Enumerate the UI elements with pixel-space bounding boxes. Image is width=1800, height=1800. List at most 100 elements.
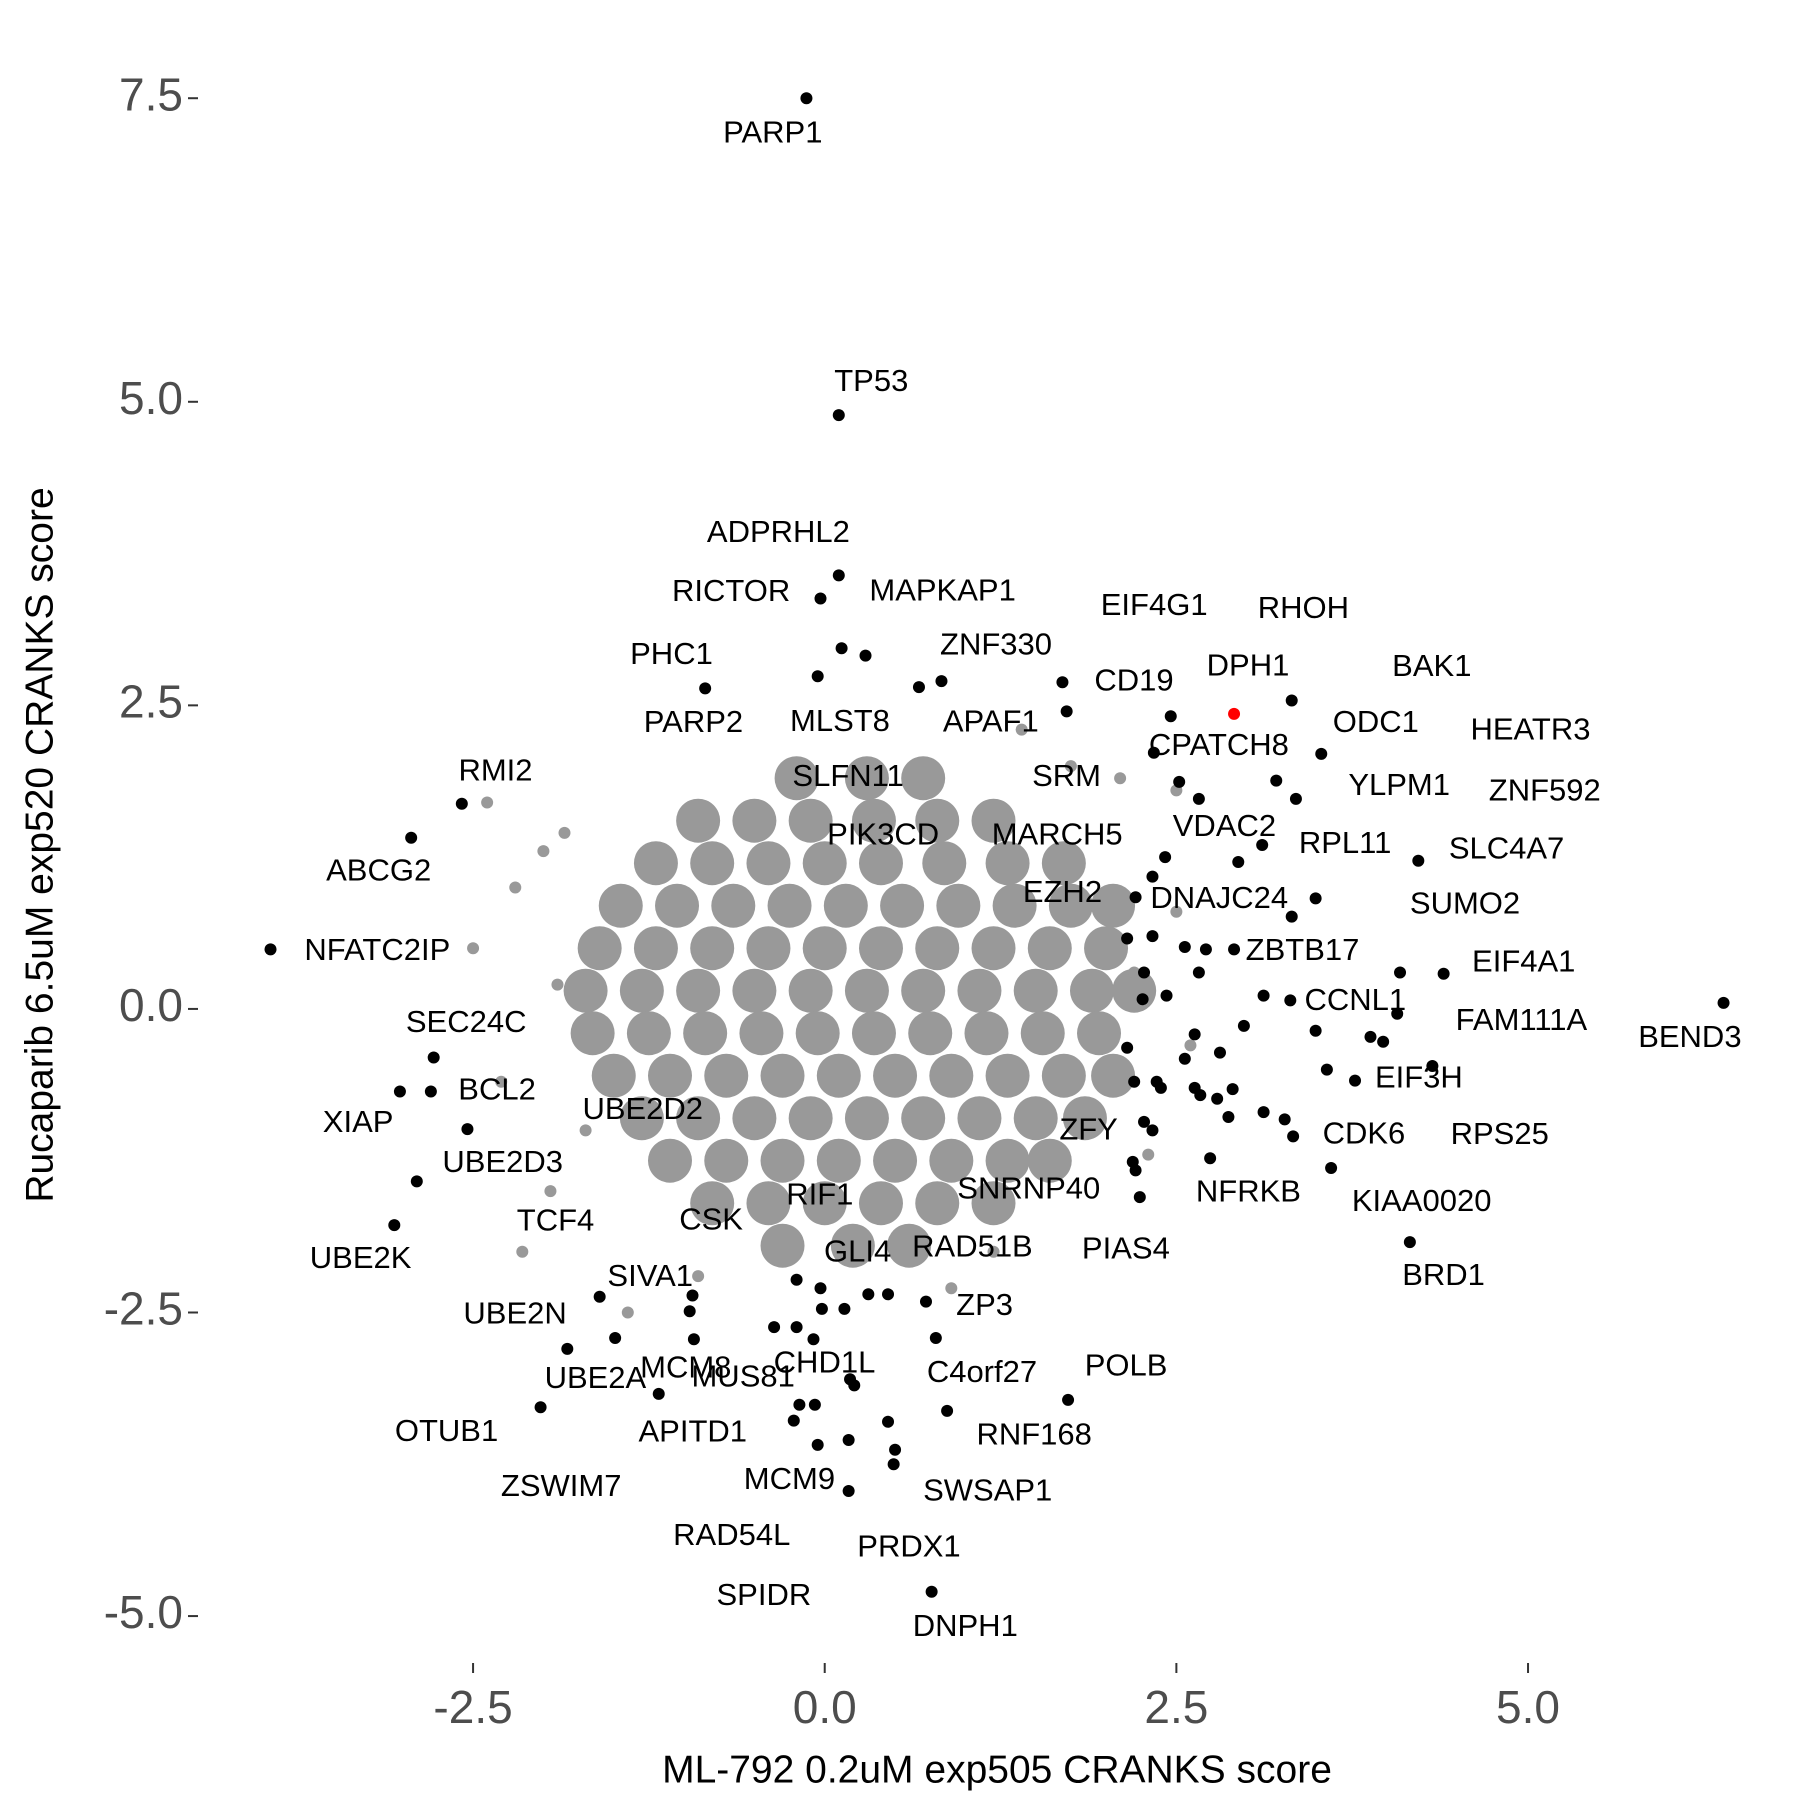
point-label: APITD1 [639, 1414, 748, 1449]
point-label: CD19 [1094, 663, 1173, 698]
point [1178, 941, 1191, 953]
point-label: CPATCH8 [1149, 727, 1289, 762]
point-label: ADPRHL2 [707, 514, 850, 549]
point [626, 1011, 671, 1056]
point [830, 1223, 875, 1268]
point [1020, 1011, 1065, 1056]
point [1041, 1053, 1086, 1098]
point [1426, 1060, 1439, 1072]
point [788, 1096, 833, 1141]
point [544, 1185, 557, 1198]
point-label: SIVA1 [607, 1258, 693, 1293]
point [692, 1270, 705, 1283]
point [1237, 1019, 1250, 1032]
point [1412, 854, 1425, 867]
point [882, 1415, 895, 1428]
point [802, 1181, 847, 1226]
point [882, 1288, 895, 1301]
point-label: SEC24C [406, 1004, 527, 1039]
point [633, 841, 678, 886]
y-tick-label: 2.5 [119, 676, 183, 728]
point [1142, 1148, 1155, 1161]
point [787, 1414, 800, 1427]
point-label: UBE2D2 [582, 1091, 703, 1126]
point [1013, 1096, 1058, 1141]
y-tick-label: -5.0 [104, 1586, 183, 1638]
point [1226, 1083, 1239, 1096]
point [516, 1245, 529, 1258]
point-label: RAD51B [912, 1228, 1033, 1263]
point [690, 841, 735, 886]
point [790, 1273, 803, 1286]
point [915, 1181, 960, 1226]
point-label: PIK3CD [827, 817, 939, 852]
point [393, 1085, 406, 1098]
point-label: ODC1 [1333, 704, 1419, 739]
point [802, 841, 847, 886]
point [1060, 705, 1073, 718]
point [264, 943, 277, 956]
point [844, 756, 889, 801]
point [936, 883, 981, 928]
point [1027, 926, 1072, 971]
point [591, 1053, 636, 1098]
point [683, 1011, 728, 1056]
point-label: OTUB1 [395, 1413, 498, 1448]
point [842, 1434, 855, 1446]
point [912, 681, 925, 694]
point-label: UBE2K [310, 1240, 412, 1275]
point [652, 1387, 665, 1400]
point [1199, 943, 1212, 956]
point-label: SPIDR [717, 1577, 812, 1612]
point [427, 1051, 440, 1064]
point-label: ZP3 [956, 1287, 1013, 1322]
point [1159, 851, 1172, 864]
point [858, 1181, 903, 1226]
point [859, 649, 872, 662]
point [1222, 1111, 1235, 1123]
point [901, 756, 946, 801]
point [1192, 792, 1205, 805]
point [676, 798, 721, 843]
point-label: PARP1 [723, 114, 822, 149]
point-label: PIAS4 [1082, 1231, 1170, 1266]
point [1391, 1007, 1404, 1020]
point-label: HEATR3 [1470, 712, 1590, 747]
point [1285, 910, 1298, 923]
point [683, 1305, 696, 1318]
point [1147, 746, 1160, 759]
point [1164, 710, 1177, 723]
point [816, 1138, 861, 1183]
point [1138, 966, 1151, 979]
point [862, 1288, 875, 1301]
point [1138, 1115, 1151, 1128]
point [655, 883, 700, 928]
point [844, 968, 889, 1013]
x-tick-label: 0.0 [793, 1681, 857, 1733]
point [647, 1138, 692, 1183]
point [704, 1138, 749, 1183]
point [1256, 839, 1269, 851]
point [1394, 966, 1407, 979]
point [558, 826, 571, 839]
point [915, 926, 960, 971]
point [1146, 870, 1159, 883]
point [746, 1181, 791, 1226]
point-label: NFATC2IP [304, 932, 450, 967]
point [941, 1404, 954, 1417]
point-label: UBE2A [545, 1360, 647, 1395]
point [807, 1333, 820, 1346]
point [1128, 966, 1141, 979]
point [619, 968, 664, 1013]
point-label: MCM8 [640, 1350, 731, 1385]
point-label: KIAA0020 [1352, 1183, 1492, 1218]
point [957, 1096, 1002, 1141]
point [676, 1096, 721, 1141]
point [832, 409, 845, 422]
point [1325, 1162, 1338, 1174]
point [795, 1011, 840, 1056]
point-label: RIF1 [786, 1176, 853, 1211]
point-label: ZBTB17 [1246, 932, 1360, 967]
point [1064, 760, 1077, 773]
point [1228, 943, 1241, 956]
